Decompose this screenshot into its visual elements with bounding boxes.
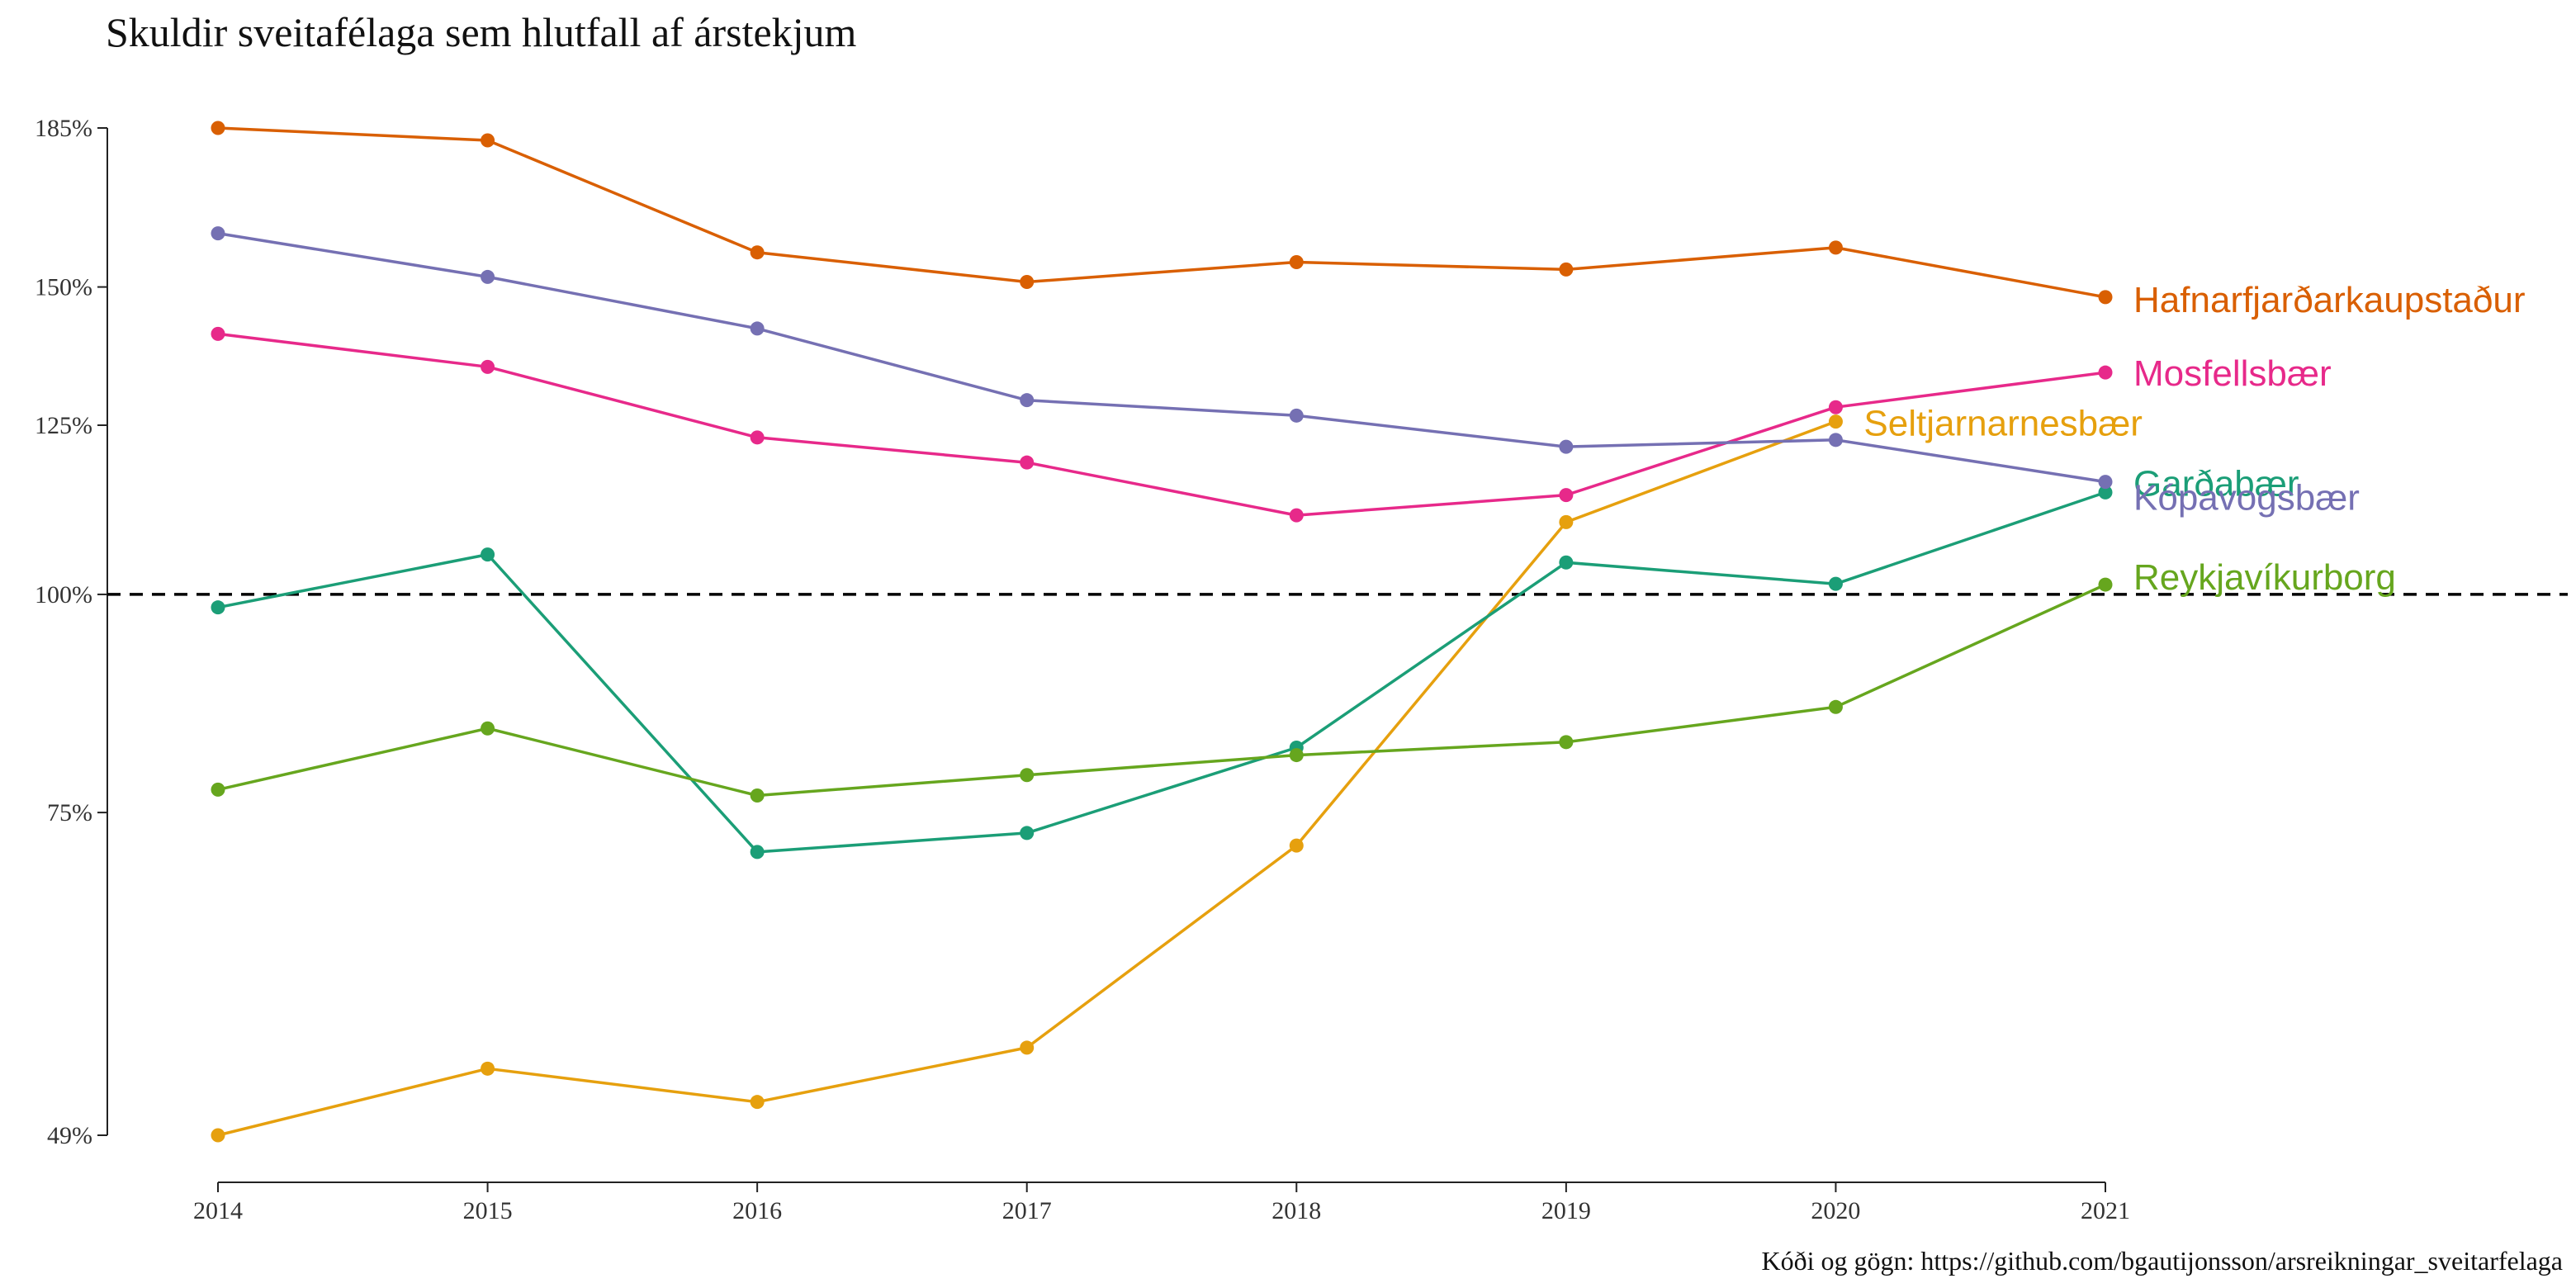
data-point bbox=[2098, 475, 2113, 490]
data-point bbox=[1828, 414, 1843, 429]
data-point bbox=[481, 133, 495, 148]
x-tick-label: 2020 bbox=[1811, 1197, 1860, 1224]
data-point bbox=[481, 1061, 495, 1076]
data-point bbox=[481, 269, 495, 284]
x-tick-label: 2015 bbox=[463, 1197, 513, 1224]
y-tick-label: 125% bbox=[35, 412, 92, 439]
data-point bbox=[750, 321, 765, 336]
y-tick-label: 185% bbox=[35, 115, 92, 142]
data-point bbox=[211, 600, 225, 615]
data-point bbox=[1828, 433, 1843, 447]
series-label: Garðabær bbox=[2133, 463, 2299, 504]
series-line bbox=[216, 583, 2107, 798]
data-point bbox=[211, 226, 225, 241]
axes: 49% 75% 100% 125% 150% 185% 2014 2015 2016 2017 20… bbox=[35, 115, 2130, 1224]
data-point bbox=[481, 721, 495, 736]
data-point bbox=[1289, 254, 1304, 269]
data-point bbox=[2098, 577, 2113, 592]
data-point bbox=[1289, 508, 1304, 523]
data-point bbox=[1020, 1040, 1035, 1055]
data-point bbox=[2098, 365, 2113, 380]
data-point bbox=[1559, 262, 1574, 277]
data-point bbox=[211, 782, 225, 797]
series-label: Mosfellsbær bbox=[2133, 353, 2332, 394]
series-label: Hafnarfjarðarkaupstaður bbox=[2133, 280, 2525, 320]
data-point bbox=[1020, 826, 1035, 841]
data-point bbox=[2098, 485, 2113, 500]
data-point bbox=[750, 245, 765, 260]
series-group bbox=[211, 121, 2113, 1143]
data-point bbox=[1020, 393, 1035, 408]
chart-title: Skuldir sveitafélaga sem hlutfall af árs… bbox=[106, 9, 857, 55]
data-point bbox=[481, 359, 495, 374]
data-point bbox=[750, 1095, 765, 1110]
data-point bbox=[1559, 555, 1574, 570]
chart-caption: Kóði og gögn: https://github.com/bgautij… bbox=[1762, 1246, 2564, 1276]
series-line bbox=[216, 126, 2107, 299]
data-point bbox=[211, 121, 225, 135]
data-point bbox=[1289, 748, 1304, 763]
series-line bbox=[216, 231, 2107, 484]
series-label: Seltjarnarnesbær bbox=[1863, 404, 2143, 444]
data-point bbox=[211, 1128, 225, 1143]
data-point bbox=[1559, 514, 1574, 529]
data-point bbox=[1828, 699, 1843, 714]
y-tick-label: 75% bbox=[47, 799, 92, 826]
data-point bbox=[1020, 274, 1035, 289]
y-tick-label: 49% bbox=[47, 1122, 92, 1149]
data-point bbox=[1828, 400, 1843, 414]
data-point bbox=[750, 845, 765, 859]
data-point bbox=[1559, 735, 1574, 750]
x-tick-label: 2019 bbox=[1541, 1197, 1591, 1224]
data-point bbox=[1289, 408, 1304, 423]
data-point bbox=[211, 326, 225, 341]
series-line bbox=[216, 332, 2107, 517]
data-point bbox=[1020, 768, 1035, 783]
x-tick-label: 2018 bbox=[1271, 1197, 1321, 1224]
data-point bbox=[750, 788, 765, 803]
series-label: Kópavogsbær bbox=[2133, 478, 2360, 519]
x-tick-label: 2016 bbox=[732, 1197, 782, 1224]
y-tick-label: 150% bbox=[35, 274, 92, 301]
data-point bbox=[750, 430, 765, 445]
data-point bbox=[1289, 838, 1304, 853]
y-tick-label: 100% bbox=[35, 581, 92, 608]
data-point bbox=[481, 547, 495, 562]
data-point bbox=[1828, 576, 1843, 591]
series-labels-group: Hafnarfjarðarkaupstaður Mosfellsbær Seltja… bbox=[1863, 280, 2525, 598]
data-point bbox=[1828, 240, 1843, 255]
data-point bbox=[2098, 290, 2113, 305]
data-point bbox=[1020, 455, 1035, 470]
x-tick-label: 2017 bbox=[1002, 1197, 1052, 1224]
series-label: Reykjavíkurborg bbox=[2133, 557, 2396, 598]
data-point bbox=[1559, 488, 1574, 503]
series-line bbox=[216, 490, 2107, 854]
data-point bbox=[1559, 439, 1574, 454]
x-tick-label: 2021 bbox=[2081, 1197, 2130, 1224]
x-tick-label: 2014 bbox=[193, 1197, 243, 1224]
